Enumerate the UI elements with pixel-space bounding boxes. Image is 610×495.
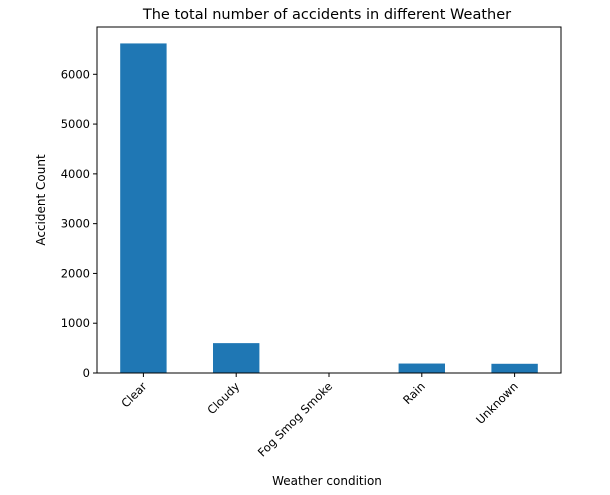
- plot-area: 0 1000 2000 3000 4000 5000 6000 Clear Cloudy Fog …: [61, 26, 562, 460]
- x-tick-label: Fog Smog Smoke: [255, 379, 335, 459]
- x-tick-label: Clear: [118, 379, 149, 410]
- y-tick-label: 6000: [61, 67, 90, 81]
- x-axis-label: Weather condition: [272, 474, 382, 488]
- axes-frame: [96, 26, 562, 374]
- y-tick-label: 5000: [61, 117, 90, 131]
- y-tick-label: 4000: [61, 167, 90, 181]
- bar-unknown: [491, 363, 538, 373]
- x-tick-label: Unknown: [473, 379, 521, 427]
- y-axis-label: Accident Count: [34, 154, 48, 246]
- y-tick-label: 0: [83, 366, 90, 380]
- y-tick-label: 1000: [61, 316, 90, 330]
- bar-rain: [398, 363, 445, 373]
- x-tick-label: Rain: [400, 379, 428, 407]
- chart-title: The total number of accidents in differe…: [142, 7, 511, 23]
- x-tick-label: Cloudy: [204, 379, 242, 417]
- bar-clear: [120, 43, 167, 374]
- y-tick-label: 2000: [61, 266, 90, 280]
- bar-cloudy: [213, 343, 260, 373]
- y-tick-label: 3000: [61, 217, 90, 231]
